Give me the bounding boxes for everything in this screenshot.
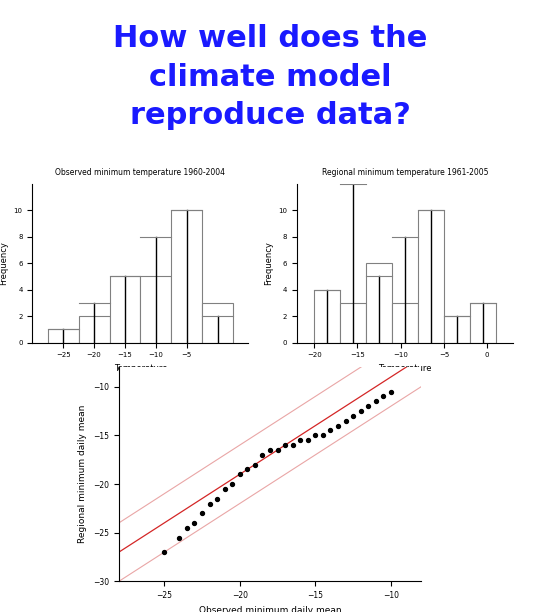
- Bar: [340, 303, 366, 343]
- Point: [379, 392, 388, 401]
- Point: [198, 509, 206, 518]
- Point: [235, 469, 244, 479]
- Bar: [392, 303, 418, 343]
- Y-axis label: Regional minimum daily mean: Regional minimum daily mean: [78, 405, 87, 543]
- Point: [387, 387, 395, 397]
- Bar: [470, 303, 496, 343]
- Point: [205, 499, 214, 509]
- Bar: [444, 316, 470, 343]
- Point: [220, 484, 229, 494]
- Bar: [171, 210, 202, 343]
- X-axis label: Temperature: Temperature: [378, 364, 432, 373]
- Point: [183, 523, 191, 532]
- Bar: [48, 329, 79, 343]
- Point: [341, 416, 350, 425]
- Point: [243, 465, 252, 474]
- Point: [251, 460, 259, 469]
- Point: [326, 425, 335, 435]
- Bar: [366, 263, 392, 343]
- X-axis label: Temperature: Temperature: [113, 364, 167, 373]
- Point: [266, 445, 274, 455]
- Point: [303, 435, 312, 445]
- Point: [213, 494, 221, 504]
- Bar: [140, 277, 171, 343]
- Title: Regional minimum temperature 1961-2005: Regional minimum temperature 1961-2005: [322, 168, 488, 177]
- Text: How well does the
climate model
reproduce data?: How well does the climate model reproduc…: [113, 24, 427, 130]
- Y-axis label: Frequency: Frequency: [0, 241, 8, 285]
- Bar: [418, 210, 444, 343]
- Y-axis label: Frequency: Frequency: [264, 241, 273, 285]
- Point: [160, 547, 168, 557]
- Point: [319, 430, 327, 440]
- Bar: [110, 277, 140, 343]
- Point: [175, 532, 184, 542]
- Point: [334, 420, 342, 430]
- Point: [281, 440, 289, 450]
- Point: [288, 440, 297, 450]
- Point: [258, 450, 267, 460]
- Point: [372, 397, 380, 406]
- Bar: [314, 289, 340, 343]
- Title: Observed minimum temperature 1960-2004: Observed minimum temperature 1960-2004: [56, 168, 225, 177]
- Point: [228, 479, 237, 489]
- Bar: [79, 316, 110, 343]
- Point: [349, 411, 357, 421]
- X-axis label: Observed minimum daily mean: Observed minimum daily mean: [199, 606, 341, 612]
- Point: [190, 518, 199, 528]
- Point: [356, 406, 365, 416]
- Point: [311, 430, 320, 440]
- Point: [296, 435, 305, 445]
- Point: [364, 401, 373, 411]
- Bar: [202, 303, 233, 343]
- Point: [273, 445, 282, 455]
